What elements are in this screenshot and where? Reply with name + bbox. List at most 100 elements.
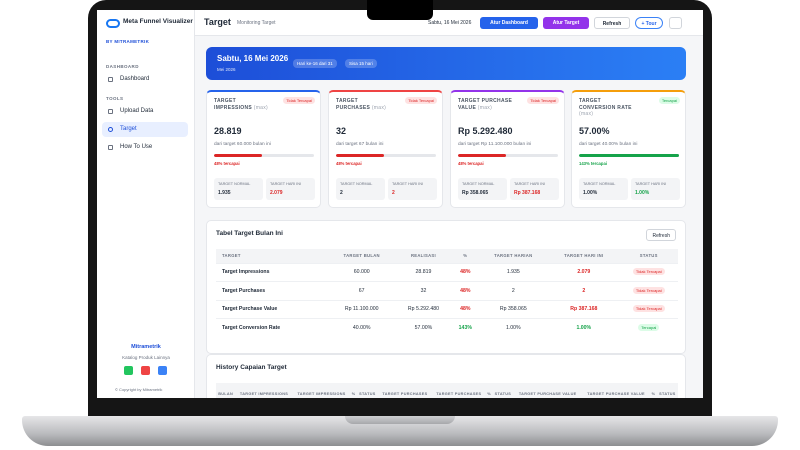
header-row: BULAN TARGET IMPRESSIONS TARGET IMPRESSION…	[216, 383, 678, 398]
status-pill: Tidak Tercapai	[632, 305, 665, 313]
footer-brand: Mitrametrik	[131, 344, 161, 350]
progress-track	[579, 154, 679, 157]
mini-label: TARGET NORMAL	[218, 182, 251, 186]
column-header: TARGET HARIAN	[478, 249, 549, 263]
section-label: DASHBOARD	[106, 64, 139, 69]
chip: Sisa 15 hari	[345, 59, 377, 68]
copyright: © Copyright by Mitrametrik	[115, 387, 163, 392]
button[interactable]: Atur Target	[543, 17, 589, 29]
page-title: Target	[204, 17, 231, 27]
button[interactable]: Atur Dashboard	[480, 17, 538, 29]
card-value: 28.819	[214, 126, 242, 136]
progress-track	[336, 154, 436, 157]
mini-stat: TARGET HARI INI Rp 387.168	[510, 178, 559, 200]
button[interactable]: Refresh	[646, 229, 676, 241]
column-header: TARGET BULAN	[328, 249, 395, 263]
social-icon[interactable]	[158, 366, 167, 375]
nav-item[interactable]: Upload Data	[102, 104, 188, 119]
nav-label: How To Use	[120, 144, 153, 150]
cell: 32	[394, 281, 453, 300]
button[interactable]: + Tour	[635, 17, 663, 29]
column-header: TARGET PURCHASES	[377, 383, 432, 398]
history-panel: History Capaian Target BULAN TARGET IMPRE…	[206, 354, 686, 398]
cell: 143%	[452, 318, 479, 337]
metric-card: TARGET PURCHASE VALUE (max) Tidak Tercapa…	[450, 90, 565, 208]
card-value: Rp 5.292.480	[458, 126, 513, 136]
nav-item[interactable]: How To Use	[102, 140, 188, 155]
banner-date: Sabtu, 16 Mei 2026	[217, 54, 289, 63]
card-target: dari target 60.000 bulan ini	[214, 142, 271, 147]
card-title: TARGET PURCHASE VALUE (max)	[458, 98, 514, 111]
theme-toggle[interactable]	[669, 17, 682, 29]
table-row: Target Purchases 67 32 48% 2 2 Tidak Tercapai	[216, 281, 678, 300]
nav-label: Dashboard	[120, 76, 150, 82]
metric-card: TARGET IMPRESSIONS (max) Tidak Tercapai 28…	[206, 90, 321, 208]
social-icon[interactable]	[124, 366, 133, 375]
card-value: 57.00%	[579, 126, 610, 136]
mini-value: 1.00%	[583, 190, 598, 196]
cell: 2	[548, 281, 620, 300]
card-qualifier: (max)	[253, 104, 269, 111]
progress-label: 48% tercapai	[336, 161, 362, 166]
mini-label: TARGET HARI INI	[635, 182, 667, 186]
cell: 28.819	[394, 262, 453, 282]
mini-value: 2.079	[270, 190, 283, 196]
mini-label: TARGET NORMAL	[340, 182, 373, 186]
progress-fill	[579, 154, 679, 157]
cell: Tidak Tercapai	[619, 299, 678, 319]
card-qualifier: (max)	[579, 111, 594, 117]
card-title: TARGET CONVERSION RATE (max)	[579, 98, 635, 118]
table-row: Target Impressions 60.000 28.819 48% 1.935 2.…	[216, 262, 678, 282]
social-icon[interactable]	[141, 366, 150, 375]
section-label: TOOLS	[106, 96, 124, 101]
panel-title: Tabel Target Bulan Ini	[216, 230, 283, 237]
column-header: STATUS	[356, 383, 378, 398]
cell: 1.935	[478, 262, 549, 282]
cell: Target Conversion Rate	[216, 318, 329, 337]
cell: 1.00%	[478, 318, 549, 337]
app-name: Meta Funnel Visualizer	[123, 18, 193, 25]
screen: Meta Funnel Visualizer BY MITRAMETRIK DA…	[97, 10, 703, 398]
mini-value: Rp 358.065	[462, 190, 489, 196]
mini-label: TARGET NORMAL	[583, 182, 616, 186]
mini-stat: TARGET NORMAL 2	[336, 178, 385, 200]
target-table: TARGET TARGET BULAN REALISASI% TARGET HARIA…	[216, 249, 678, 337]
cell: Rp 5.292.480	[394, 299, 453, 319]
progress-fill	[336, 154, 384, 157]
mini-value: 2	[392, 190, 395, 196]
mini-value: 1.00%	[635, 190, 650, 196]
cell: Rp 11.100.000	[328, 299, 395, 319]
cell: Tercapai	[619, 318, 678, 337]
footer-catalog: Katalog Produk Lainnya	[122, 355, 170, 360]
chip: Hari ke-16 dari 31	[293, 59, 337, 68]
progress-fill	[458, 154, 506, 157]
column-header: %	[650, 383, 657, 398]
mini-stat: TARGET NORMAL Rp 358.065	[458, 178, 507, 200]
progress-label: 48% tercapai	[458, 161, 484, 166]
status-badge: Tidak Tercapai	[405, 97, 437, 104]
column-header: %	[350, 383, 357, 398]
status-badge: Tidak Tercapai	[527, 97, 559, 104]
cell: 60.000	[328, 262, 395, 282]
status-pill: Tidak Tercapai	[632, 268, 665, 276]
column-header: STATUS	[492, 383, 514, 398]
nav-item[interactable]: Target	[102, 122, 188, 137]
nav-label: Target	[120, 126, 137, 132]
cell: 2	[478, 281, 549, 300]
metric-card: TARGET PURCHASES (max) Tidak Tercapai 32 da…	[328, 90, 443, 208]
cell: Tidak Tercapai	[619, 262, 678, 282]
mini-stat: TARGET HARI INI 2.079	[266, 178, 315, 200]
column-header: REALISASI	[394, 249, 453, 263]
column-header: TARGET HARI INI	[548, 249, 620, 263]
column-header: TARGET IMPRESSIONS	[292, 383, 351, 398]
mini-label: TARGET NORMAL	[462, 182, 495, 186]
page-subtitle: Monitoring Target	[237, 20, 276, 26]
card-value: 32	[336, 126, 347, 136]
nav-item[interactable]: Dashboard	[102, 72, 188, 87]
card-qualifier: (max)	[371, 104, 387, 111]
byline: BY MITRAMETRIK	[106, 39, 150, 44]
card-qualifier: (max)	[477, 104, 493, 111]
button[interactable]: Refresh	[594, 17, 630, 29]
header-row: TARGET TARGET BULAN REALISASI% TARGET HARIA…	[216, 249, 678, 263]
